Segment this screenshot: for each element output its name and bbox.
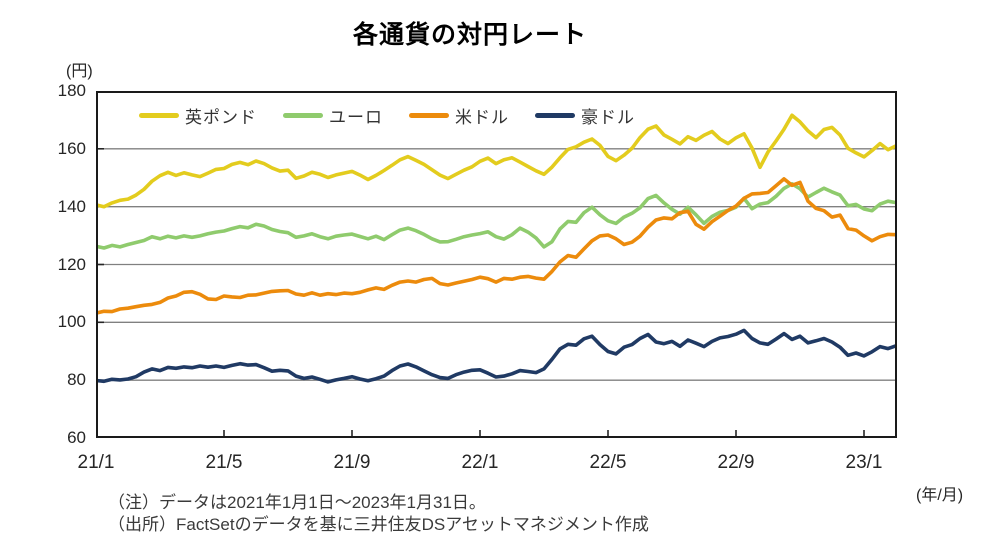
legend-line-swatch-aud xyxy=(535,113,575,118)
legend-label-gbp: 英ポンド xyxy=(185,108,257,127)
x-tick-label: 21/5 xyxy=(205,452,243,473)
legend-line-swatch-usd xyxy=(409,113,449,118)
legend-label-usd: 米ドル xyxy=(455,108,509,127)
note-line-1: （注）データは2021年1月1日～2023年1月31日。 xyxy=(108,493,486,512)
y-axis-unit-label: (円) xyxy=(66,63,93,80)
x-tick-label: 21/9 xyxy=(333,452,371,473)
legend-item-eur: ユーロ xyxy=(283,103,383,128)
y-tick-label: 160 xyxy=(57,139,86,158)
plot-area: 英ポンド ユーロ 米ドル 豪ドル xyxy=(96,91,897,438)
line-chart xyxy=(96,91,897,438)
legend-item-aud: 豪ドル xyxy=(535,103,635,128)
y-tick-label: 100 xyxy=(57,312,86,331)
x-tick-label: 22/9 xyxy=(717,452,755,473)
y-tick-label: 140 xyxy=(57,197,86,216)
y-tick-label: 180 xyxy=(57,81,86,100)
legend-line-swatch-eur xyxy=(283,113,323,118)
y-tick-label: 60 xyxy=(67,428,86,447)
x-tick-label: 22/1 xyxy=(461,452,499,473)
note-line-2: （出所）FactSetのデータを基に三井住友DSアセットマネジメント作成 xyxy=(108,515,649,534)
x-tick-label: 21/1 xyxy=(77,452,115,473)
legend-item-gbp: 英ポンド xyxy=(139,103,257,128)
legend: 英ポンド ユーロ 米ドル 豪ドル xyxy=(139,103,635,128)
x-axis-unit-label: (年/月) xyxy=(916,487,964,504)
legend-line-swatch-gbp xyxy=(139,113,179,118)
legend-item-usd: 米ドル xyxy=(409,103,509,128)
legend-label-eur: ユーロ xyxy=(329,108,383,127)
y-tick-label: 80 xyxy=(67,370,86,389)
y-tick-label: 120 xyxy=(57,255,86,274)
x-tick-label: 23/1 xyxy=(845,452,883,473)
legend-label-aud: 豪ドル xyxy=(581,108,635,127)
x-tick-label: 22/5 xyxy=(589,452,627,473)
chart-title: 各通貨の対円レート xyxy=(352,21,587,49)
